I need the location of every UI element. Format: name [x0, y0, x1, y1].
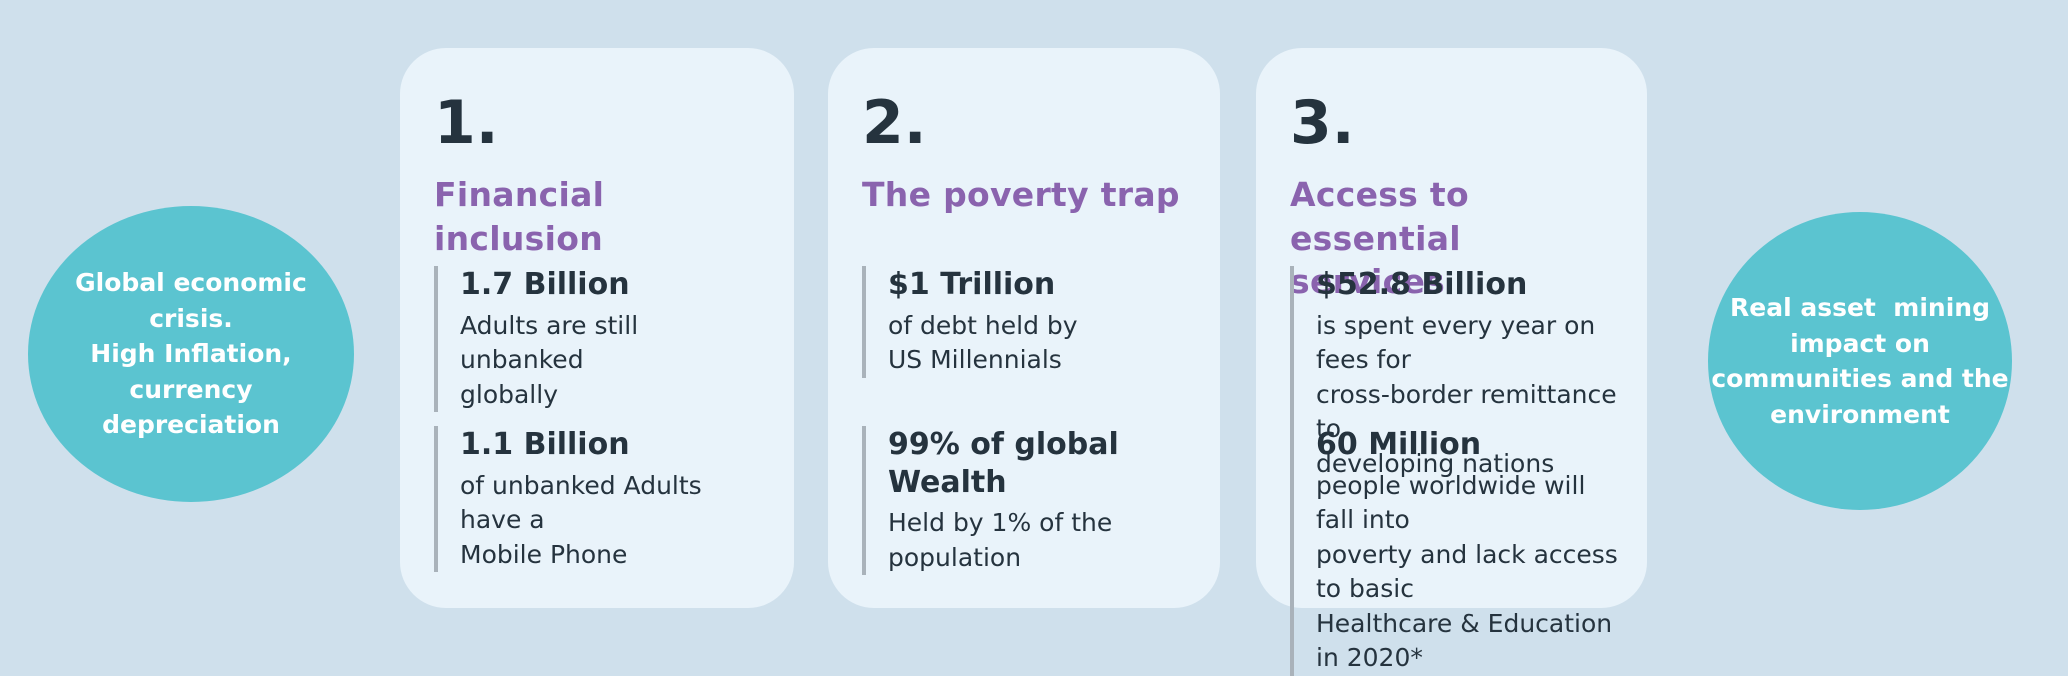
- card-number: 3.: [1290, 88, 1355, 158]
- stat-value: 60 Million: [1316, 427, 1482, 462]
- stat-description: of debt held by US Millennials: [888, 310, 1078, 375]
- stat-description: is spent every year on fees for cross-bo…: [1316, 310, 1617, 478]
- stat-description: people worldwide will fall into poverty …: [1316, 470, 1618, 673]
- stat-block: $52.8 Billion is spent every year on fee…: [1290, 266, 1619, 481]
- stat-value: $52.8 Billion: [1316, 267, 1528, 302]
- card-title: Access to essential services: [1290, 175, 1469, 302]
- stat-value: 1.1 Billion: [460, 427, 630, 462]
- stat-block: 99% of global Wealth Held by 1% of the p…: [862, 426, 1192, 575]
- card-number: 2.: [862, 88, 927, 158]
- stat-description: Held by 1% of the population: [888, 508, 1113, 572]
- card-title: Financial inclusion: [434, 175, 605, 258]
- card-financial-inclusion: 1. Financial inclusion 1.7 Billion Adult…: [400, 48, 794, 608]
- stat-value: 1.7 Billion: [460, 267, 630, 302]
- stat-value: $1 Trillion: [888, 267, 1056, 302]
- stat-description: of unbanked Adults have a Mobile Phone: [460, 470, 702, 569]
- card-access-essential-services: 3. Access to essential services $52.8 Bi…: [1256, 48, 1647, 676]
- right-context-circle: Real asset mining impact on communities …: [1708, 212, 2012, 510]
- stat-value: 99% of global Wealth: [888, 427, 1119, 500]
- card-number: 1.: [434, 88, 499, 158]
- right-circle-text: Real asset mining impact on communities …: [1711, 293, 2009, 429]
- card-poverty-trap: 2. The poverty trap $1 Trillion of debt …: [828, 48, 1220, 608]
- left-context-circle: Global economic crisis. High Inflation, …: [28, 206, 354, 502]
- stat-block: 1.1 Billion of unbanked Adults have a Mo…: [434, 426, 766, 572]
- left-circle-text: Global economic crisis. High Inflation, …: [75, 268, 307, 440]
- stat-description: Adults are still unbanked globally: [460, 310, 639, 409]
- stat-block: 60 Million people worldwide will fall in…: [1290, 426, 1619, 676]
- stat-block: 1.7 Billion Adults are still unbanked gl…: [434, 266, 766, 412]
- card-title: The poverty trap: [862, 175, 1180, 214]
- stat-block: $1 Trillion of debt held by US Millennia…: [862, 266, 1192, 378]
